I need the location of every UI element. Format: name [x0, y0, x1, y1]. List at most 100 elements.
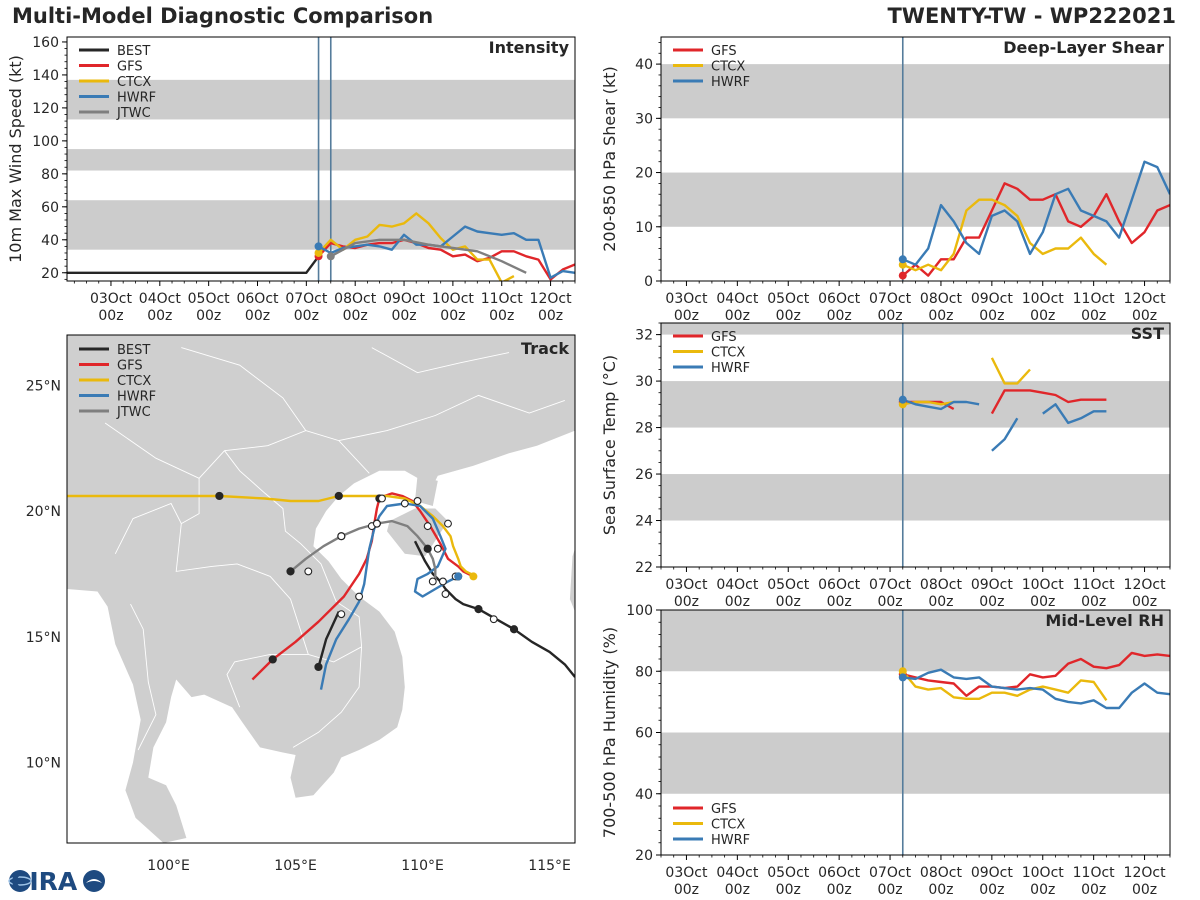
track-open-marker-5 [433, 544, 442, 553]
shear-xtick-hour-4: 00z [877, 308, 902, 324]
rh-legend-label-ctcx: CTCX [711, 818, 745, 833]
intensity-series-group [67, 212, 575, 281]
sst-ytick-label-5: 32 [635, 328, 653, 344]
sst-xtick-date-5: 08Oct [920, 577, 963, 593]
track-xtick-label-1: 105°E [274, 858, 317, 874]
intensity-xtick-hour-3: 00z [245, 308, 270, 324]
shear-series-hwrf-2 [902, 160, 1170, 266]
sst-band-0 [661, 474, 1170, 521]
shear-ytick-label-4: 40 [635, 57, 653, 73]
sst-ytick-label-3: 28 [635, 421, 653, 437]
track-position-dot [334, 491, 343, 501]
track-border-8 [181, 347, 307, 431]
rh-init-point-hwrf [898, 673, 907, 682]
rh-xtick-hour-7: 00z [1030, 882, 1055, 898]
intensity-legend-label-jtwc: JTWC [116, 106, 151, 121]
shear-init-point-hwrf [898, 255, 907, 264]
track-open-marker-13 [355, 592, 364, 601]
intensity-xtick-hour-1: 00z [147, 308, 172, 324]
logo-globe-icon [9, 870, 31, 892]
rh-xtick-date-0: 03Oct [665, 865, 708, 881]
rh-xtick-date-6: 09Oct [971, 865, 1014, 881]
shear-xtick-hour-8: 00z [1081, 308, 1106, 324]
intensity-legend-label-gfs: GFS [117, 60, 143, 75]
intensity-ylabel: 10m Max Wind Speed (kt) [6, 55, 25, 263]
track-line-hwrf [319, 502, 459, 690]
sst-band-2 [661, 323, 1170, 335]
rh-series-group [901, 651, 1170, 710]
track-ytick-label-0: 10°N [26, 756, 61, 772]
intensity-xtick-date-9: 12Oct [530, 291, 573, 307]
intensity-ytick-label-0: 20 [41, 266, 59, 282]
track-line-ctcx [67, 494, 475, 578]
track-border-5 [114, 502, 182, 555]
track-border-3 [226, 646, 362, 708]
intensity-xtick-hour-8: 00z [489, 308, 514, 324]
intensity-ytick-label-7: 160 [32, 35, 59, 51]
shear-ytick-label-1: 10 [635, 220, 653, 236]
shear-xtick-hour-3: 00z [827, 308, 852, 324]
sst-legend-label-gfs: GFS [711, 330, 737, 345]
track-border-1 [175, 478, 309, 655]
shear-xtick-hour-9: 00z [1132, 308, 1157, 324]
track-border-7 [338, 394, 565, 442]
shear-xtick-date-5: 08Oct [920, 291, 963, 307]
intensity-init-point-hwrf [314, 242, 323, 251]
rh-xtick-date-8: 11Oct [1073, 865, 1116, 881]
track-open-marker-8 [378, 494, 386, 503]
intensity-xtick-date-7: 10Oct [432, 291, 475, 307]
intensity-init-point-ctcx [314, 248, 323, 257]
rh-xtick-date-7: 10Oct [1022, 865, 1065, 881]
track-open-marker-7 [423, 522, 432, 531]
rh-series-hwrf-2 [902, 668, 1170, 710]
sst-series-gfs-1 [990, 389, 1107, 415]
track-xtick-label-2: 110°E [401, 858, 444, 874]
sst-xtick-hour-1: 00z [725, 594, 750, 610]
rh-legend-label-hwrf: HWRF [711, 833, 750, 848]
track-open-marker-1 [441, 590, 450, 598]
rh-xtick-hour-0: 00z [674, 882, 699, 898]
sst-series-hwrf-4 [902, 398, 980, 411]
shear-series-gfs-0 [902, 182, 1170, 277]
shear-series-ctcx-1 [902, 198, 1108, 272]
rh-xtick-date-2: 05Oct [767, 865, 810, 881]
track-position-dot [314, 662, 323, 672]
shear-legend-label-gfs: GFS [711, 44, 737, 59]
sst-xtick-date-3: 06Oct [818, 577, 861, 593]
intensity-ytick-label-5: 120 [32, 101, 59, 117]
rh-band-0 [661, 732, 1170, 794]
shear-xtick-hour-6: 00z [979, 308, 1004, 324]
shear-xtick-hour-0: 00z [674, 308, 699, 324]
track-open-marker-6 [444, 519, 452, 528]
sst-xtick-date-2: 05Oct [767, 577, 810, 593]
track-open-marker-15 [372, 519, 381, 528]
sst-xtick-hour-6: 00z [979, 594, 1004, 610]
rh-ylabel: 700-500 hPa Humidity (%) [600, 627, 619, 838]
sst-xtick-date-1: 04Oct [716, 577, 759, 593]
track-border-0 [104, 422, 370, 479]
shear-ytick-label-0: 0 [644, 274, 653, 290]
intensity-panel-title: Intensity [489, 38, 570, 57]
track-legend-label-jtwc: JTWC [116, 405, 151, 420]
sst-ytick-label-0: 22 [635, 560, 653, 576]
intensity-xtick-date-2: 05Oct [188, 291, 231, 307]
shear-xtick-hour-7: 00z [1030, 308, 1055, 324]
intensity-legend-label-ctcx: CTCX [117, 75, 151, 90]
rh-ytick-label-3: 80 [635, 664, 653, 680]
shear-xtick-date-9: 12Oct [1124, 291, 1167, 307]
cira-logo-graphic: CIRA [8, 867, 105, 896]
intensity-series-hwrf-3 [318, 225, 575, 279]
sst-xtick-hour-3: 00z [827, 594, 852, 610]
intensity-xtick-hour-9: 00z [538, 308, 563, 324]
track-border-4 [292, 646, 363, 748]
track-open-marker-11 [337, 532, 346, 541]
cira-logo: CIRA [6, 866, 106, 896]
shear-xtick-date-8: 11Oct [1073, 291, 1116, 307]
track-legend-label-gfs: GFS [117, 359, 143, 374]
shear-panel-title: Deep-Layer Shear [1003, 38, 1164, 57]
track-init-hwrf [454, 572, 463, 581]
sst-xtick-date-6: 09Oct [971, 577, 1014, 593]
rh-xtick-hour-9: 00z [1132, 882, 1157, 898]
sst-init-point-hwrf [898, 395, 907, 404]
